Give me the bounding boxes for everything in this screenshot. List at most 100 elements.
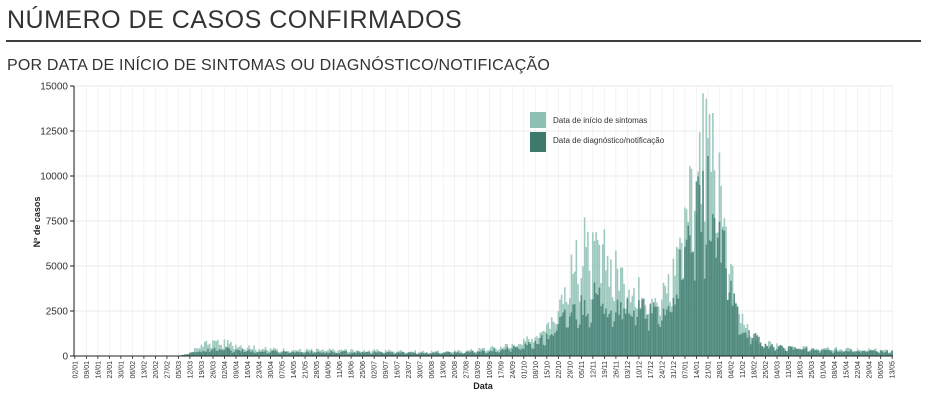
legend-label-symptom-onset: Data de início de sintomas (553, 116, 647, 125)
bar-diagnosis (670, 312, 673, 356)
bar-diagnosis (675, 294, 678, 356)
bar-diagnosis (351, 352, 354, 356)
title-divider (6, 40, 921, 42)
bar-diagnosis (664, 315, 666, 356)
bar-diagnosis (848, 351, 851, 356)
bar-diagnosis (667, 305, 670, 356)
bar-diagnosis (327, 352, 329, 356)
x-tick-label: 05/03 (176, 361, 183, 379)
bar-diagnosis (516, 347, 518, 356)
x-tick-label: 29/10 (567, 361, 574, 379)
x-tick-label: 08/10 (533, 361, 540, 379)
bar-diagnosis (184, 354, 186, 356)
bar-diagnosis (868, 350, 870, 356)
bar-diagnosis (305, 351, 308, 356)
bar-diagnosis (758, 336, 760, 356)
bar-diagnosis (524, 343, 527, 356)
bar-diagnosis (347, 354, 349, 356)
x-tick-label: 22/10 (556, 361, 563, 379)
bar-diagnosis (823, 349, 826, 356)
x-tick-label: 06/05 (878, 361, 885, 379)
bar-diagnosis (615, 312, 617, 356)
bar-diagnosis (297, 352, 300, 356)
bar-diagnosis (646, 314, 648, 356)
x-tick-label: 08/04 (832, 361, 839, 379)
bar-diagnosis (292, 351, 295, 356)
bar-diagnosis (856, 351, 859, 356)
bar-diagnosis (679, 249, 681, 356)
bar-diagnosis (470, 351, 472, 356)
bar-diagnosis (401, 352, 403, 356)
bar-diagnosis (554, 332, 556, 356)
bar-diagnosis (575, 319, 578, 356)
bar-diagnosis (751, 337, 754, 356)
bar-diagnosis (583, 299, 586, 356)
x-tick-label: 28/01 (717, 361, 724, 379)
x-tick-label: 13/05 (890, 361, 897, 379)
bar-symptom-onset (705, 98, 708, 356)
bar-diagnosis (832, 353, 834, 356)
bar-diagnosis (231, 352, 234, 356)
bar-diagnosis (710, 241, 713, 356)
bar-diagnosis (601, 303, 604, 356)
bar-diagnosis (562, 312, 565, 356)
bar-diagnosis (514, 347, 517, 356)
bar-diagnosis (656, 306, 658, 356)
bar-diagnosis (633, 310, 635, 356)
bar-diagnosis (496, 352, 499, 356)
bar-symptom-onset (212, 340, 214, 356)
bar-diagnosis (276, 351, 278, 356)
bar-diagnosis (309, 352, 311, 356)
y-tick-label: 10000 (40, 172, 68, 183)
bar-symptom-onset (200, 344, 203, 356)
bar-diagnosis (886, 350, 888, 356)
bar-diagnosis (810, 349, 813, 356)
bar-diagnosis (818, 352, 821, 356)
bar-diagnosis (800, 349, 803, 356)
bar-diagnosis (444, 352, 446, 356)
bar-diagnosis (621, 319, 624, 356)
x-tick-label: 02/07 (372, 361, 379, 379)
bar-symptom-onset (531, 338, 533, 356)
bar-diagnosis (531, 348, 533, 356)
bar-diagnosis (718, 221, 721, 356)
bar-diagnosis (684, 246, 686, 356)
bar-diagnosis (248, 349, 250, 356)
y-axis-ticks: 0 2500 5000 7500 10000 12500 15000 (40, 82, 74, 363)
bar-diagnosis (406, 353, 408, 356)
bar-diagnosis (225, 347, 227, 356)
bar-diagnosis (300, 352, 303, 356)
bar-diagnosis (271, 350, 273, 356)
bar-diagnosis (735, 303, 737, 356)
bar-diagnosis (373, 351, 375, 356)
x-tick-label: 20/08 (452, 361, 459, 379)
bar-diagnosis (888, 353, 890, 356)
bar-diagnosis (712, 214, 714, 356)
bar-diagnosis (532, 348, 535, 356)
bar-diagnosis (570, 312, 573, 356)
bar-diagnosis (659, 327, 662, 356)
bar-symptom-onset (215, 341, 217, 356)
bar-diagnosis (203, 351, 206, 356)
bar-diagnosis (835, 349, 838, 356)
bar-diagnosis (744, 332, 747, 356)
bar-diagnosis (337, 353, 339, 356)
bar-diagnosis (529, 343, 532, 356)
bar-diagnosis (333, 352, 336, 356)
bar-diagnosis (315, 352, 318, 356)
bar-diagnosis (374, 352, 377, 356)
bar-diagnosis (299, 352, 301, 356)
y-tick-label: 7500 (46, 217, 69, 228)
bar-symptom-onset (577, 283, 579, 356)
bar-diagnosis (771, 344, 773, 356)
bar-diagnosis (448, 351, 451, 356)
bar-diagnosis (677, 298, 680, 356)
bar-diagnosis (707, 155, 709, 356)
bar-diagnosis (518, 348, 520, 356)
bar-diagnosis (468, 352, 471, 356)
bar-diagnosis (253, 352, 255, 356)
bar-diagnosis (508, 349, 510, 356)
bar-diagnosis (685, 239, 688, 356)
bar-diagnosis (731, 305, 734, 356)
bar-diagnosis (325, 352, 328, 356)
